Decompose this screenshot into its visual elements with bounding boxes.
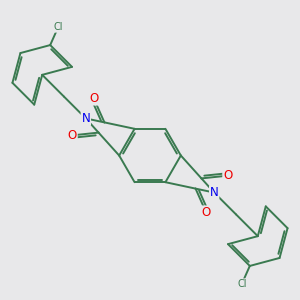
Text: O: O [68, 129, 77, 142]
Text: Cl: Cl [237, 279, 247, 289]
Text: O: O [202, 206, 211, 219]
Text: O: O [223, 169, 232, 182]
Text: Cl: Cl [53, 22, 63, 32]
Text: N: N [81, 112, 90, 125]
Text: O: O [89, 92, 98, 105]
Text: N: N [210, 186, 219, 199]
